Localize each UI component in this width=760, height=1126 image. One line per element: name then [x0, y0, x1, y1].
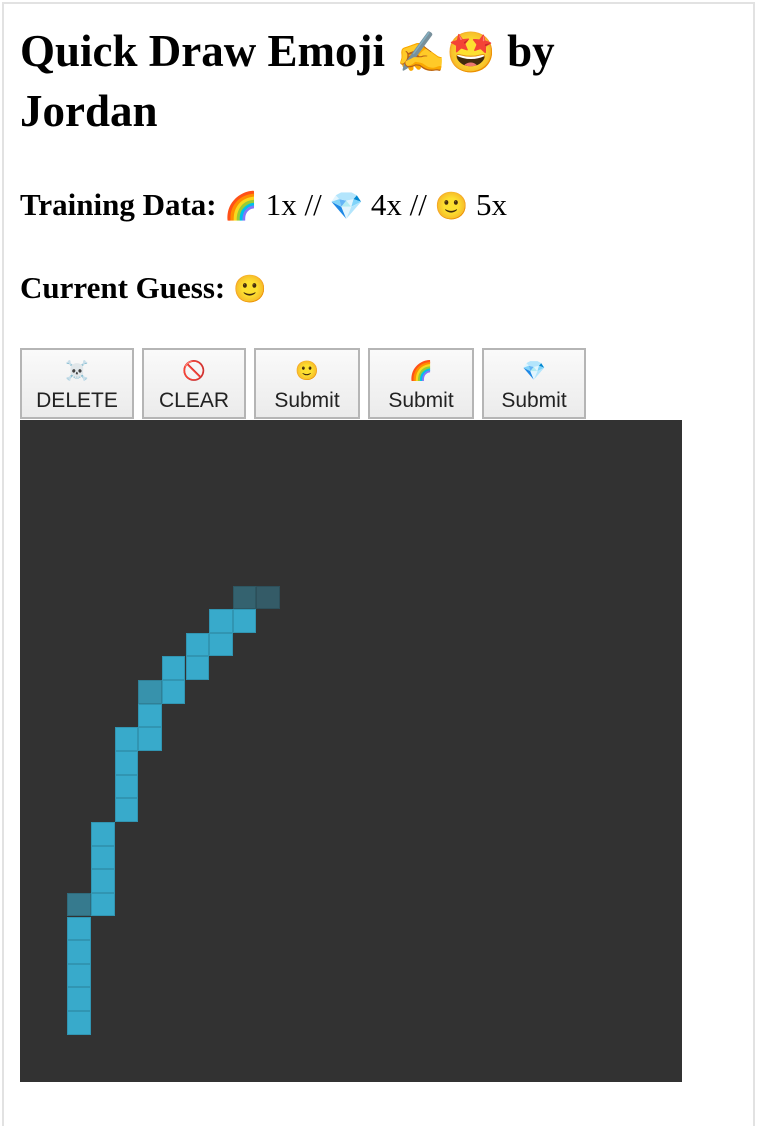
gem-icon: 💎	[522, 360, 546, 382]
writing-hand-star-struck-icon: ✍️🤩	[396, 30, 496, 76]
guess-smiley-icon: 🙂	[232, 274, 267, 305]
page-title: Quick Draw Emoji ✍️🤩 by Jordan	[20, 22, 720, 140]
current-guess: Current Guess: 🙂	[20, 270, 267, 306]
canvas-pixel	[67, 987, 91, 1012]
canvas-pixel	[114, 774, 139, 799]
submit-smiley-button[interactable]: 🙂 Submit	[254, 348, 360, 419]
canvas-pixel	[209, 632, 233, 657]
canvas-pixel	[185, 632, 210, 657]
canvas-pixel	[114, 798, 139, 822]
clear-button[interactable]: 🚫 CLEAR	[142, 348, 246, 419]
training-data: Training Data: 🌈 1x // 💎 4x // 🙂 5x	[20, 187, 507, 223]
canvas-pixel	[138, 703, 162, 728]
canvas-pixel	[67, 963, 91, 988]
skull-icon: ☠️	[65, 360, 89, 382]
canvas-pixel	[67, 1011, 91, 1035]
canvas-pixel	[114, 727, 139, 751]
rainbow-icon: 🌈	[224, 191, 259, 222]
title-by: by	[507, 26, 555, 76]
canvas-pixel	[67, 892, 91, 917]
submit-smiley-label: Submit	[274, 388, 340, 412]
guess-label: Current Guess:	[20, 270, 226, 305]
main-content: Quick Draw Emoji ✍️🤩 by Jordan Training …	[20, 22, 720, 419]
delete-button-label: DELETE	[36, 388, 118, 412]
rainbow-count: 1x	[265, 187, 297, 222]
drawing-canvas[interactable]	[20, 420, 682, 1082]
smiley-icon: 🙂	[434, 191, 469, 222]
canvas-pixel	[90, 821, 115, 846]
canvas-pixel	[256, 585, 281, 610]
training-label: Training Data:	[20, 187, 217, 222]
canvas-pixel	[232, 609, 257, 633]
clear-button-label: CLEAR	[158, 388, 230, 412]
separator: //	[409, 187, 427, 222]
submit-rainbow-button[interactable]: 🌈 Submit	[368, 348, 474, 419]
submit-gem-label: Submit	[501, 388, 567, 412]
submit-gem-button[interactable]: 💎 Submit	[482, 348, 586, 419]
canvas-pixel	[90, 845, 115, 870]
canvas-pixel	[209, 609, 233, 633]
canvas-pixel	[138, 680, 162, 704]
submit-rainbow-label: Submit	[388, 388, 454, 412]
canvas-pixel	[67, 940, 91, 964]
canvas-pixel	[232, 585, 257, 610]
gem-count: 4x	[370, 187, 402, 222]
gem-icon: 💎	[329, 191, 364, 222]
canvas-pixel	[138, 727, 162, 751]
title-author: Jordan	[20, 86, 158, 136]
canvas-pixel	[185, 656, 210, 681]
canvas-pixel	[90, 869, 115, 893]
canvas-pixel	[161, 656, 186, 681]
prohibited-icon: 🚫	[182, 360, 206, 382]
smiley-icon: 🙂	[295, 360, 319, 382]
separator: //	[304, 187, 322, 222]
canvas-pixel	[90, 892, 115, 917]
rainbow-icon: 🌈	[409, 360, 433, 382]
canvas-pixel	[161, 680, 186, 704]
canvas-pixel	[114, 751, 139, 775]
title-text: Quick Draw Emoji	[20, 26, 385, 76]
delete-button[interactable]: ☠️ DELETE	[20, 348, 134, 419]
canvas-pixel	[67, 916, 91, 941]
smiley-count: 5x	[475, 187, 507, 222]
